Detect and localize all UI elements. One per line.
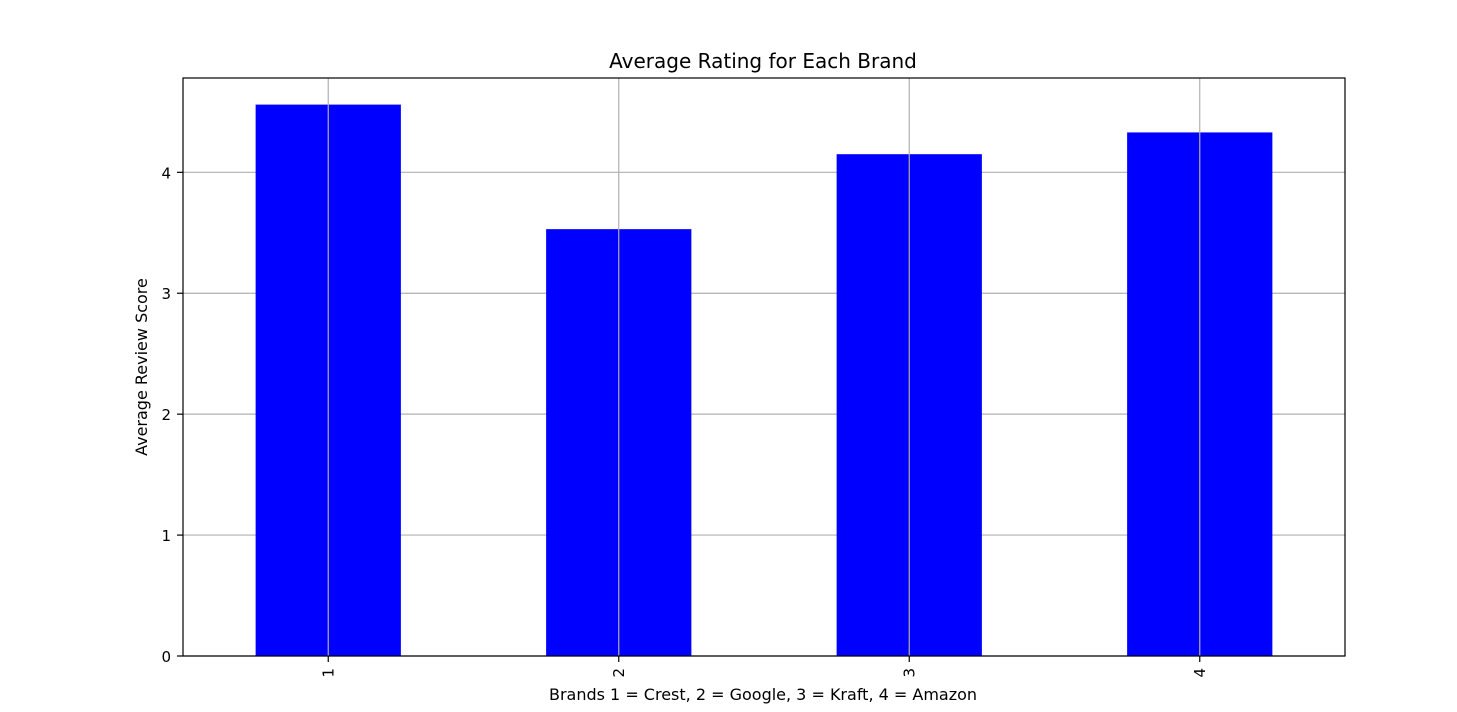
x-axis-ticks: 1 2 3 4	[319, 656, 1209, 678]
x-tick-label: 1	[319, 668, 337, 678]
y-axis-label: Average Review Score	[132, 278, 151, 456]
chart-title: Average Rating for Each Brand	[609, 49, 917, 73]
x-tick-label: 3	[900, 668, 918, 678]
y-tick-label: 0	[161, 648, 171, 666]
y-tick-label: 3	[161, 285, 171, 303]
x-tick-label: 4	[1191, 668, 1209, 678]
y-tick-label: 4	[161, 164, 171, 182]
vertical-grid-lines	[327, 78, 1201, 656]
y-tick-label: 1	[161, 527, 171, 545]
x-tick-label: 2	[610, 668, 628, 678]
plot-frame	[182, 77, 1346, 657]
y-axis-ticks: 0 1 2 3 4	[161, 164, 183, 666]
bars	[255, 104, 1273, 656]
x-axis-label: Brands 1 = Crest, 2 = Google, 3 = Kraft,…	[549, 685, 977, 704]
y-tick-label: 2	[161, 406, 171, 424]
